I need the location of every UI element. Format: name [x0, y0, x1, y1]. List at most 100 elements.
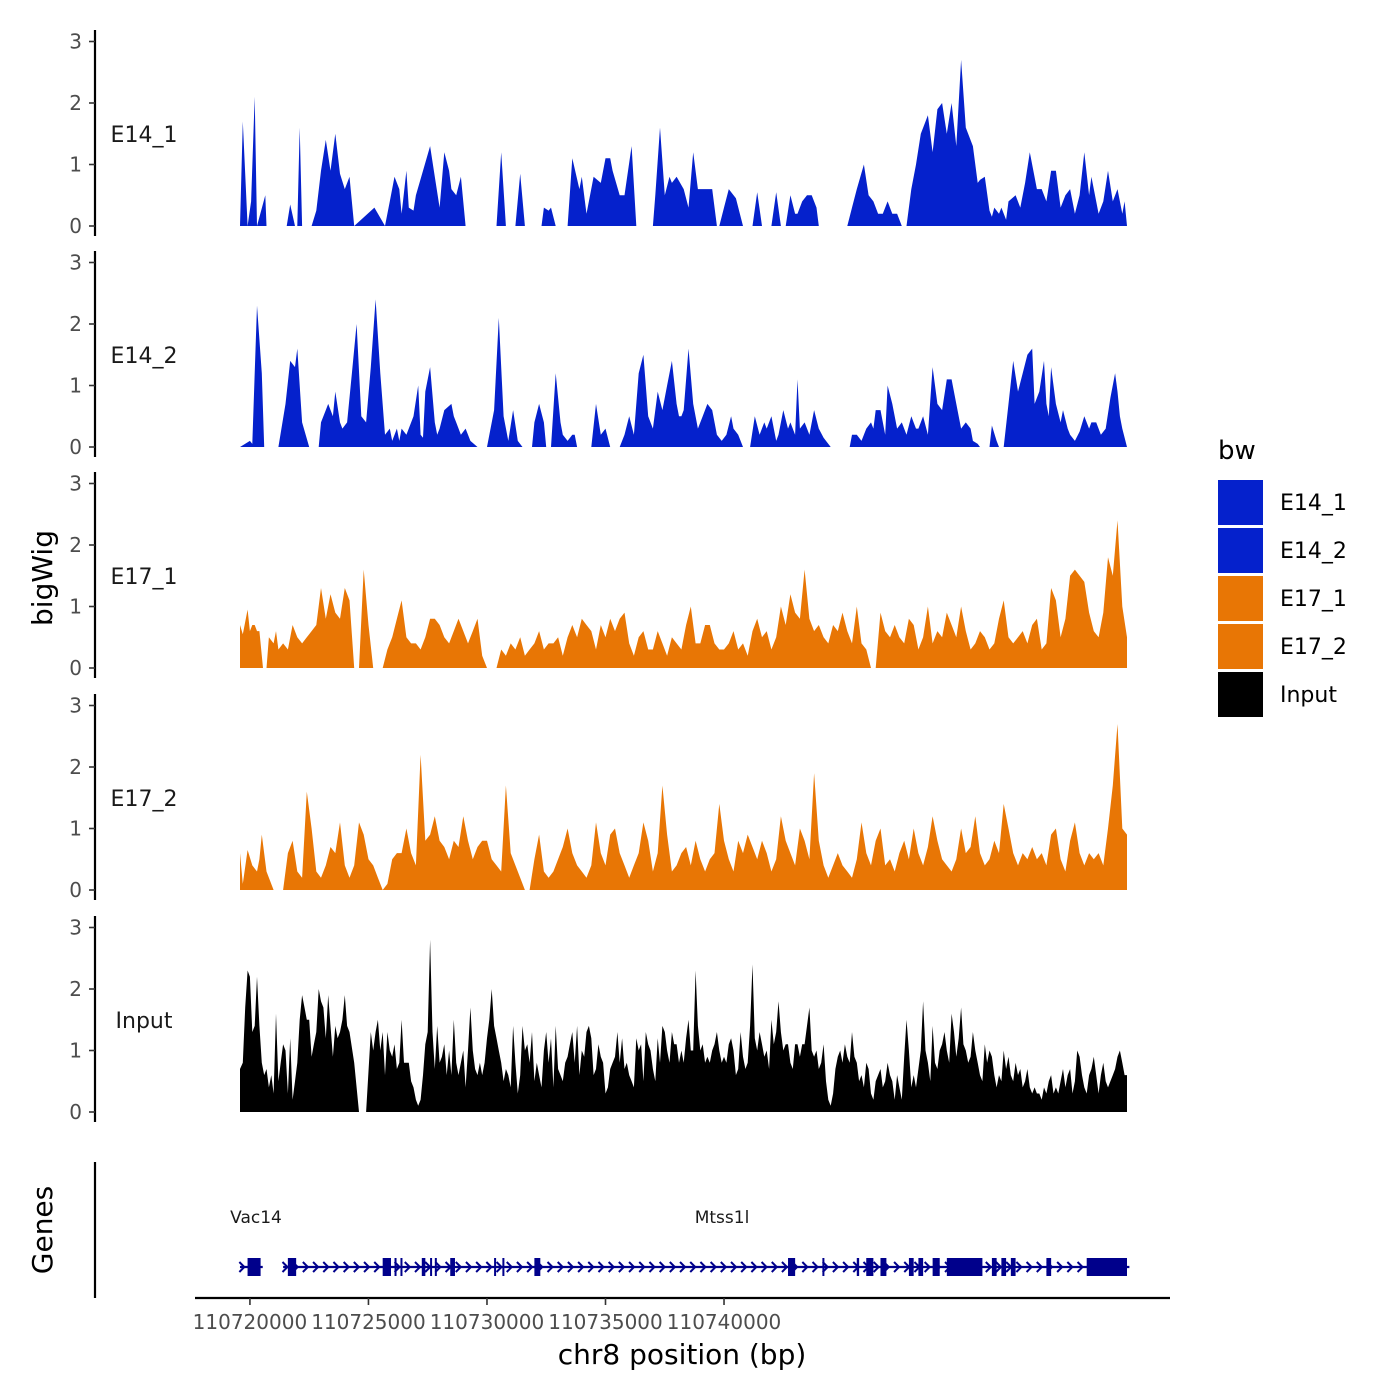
strand-arrow [801, 1261, 809, 1273]
y-tick-label: 2 [69, 755, 82, 779]
strand-arrow [781, 1261, 789, 1273]
strand-arrow [363, 1261, 371, 1273]
y-tick-label: 0 [69, 656, 82, 680]
strand-arrow [495, 1261, 503, 1273]
legend-swatch [1218, 528, 1263, 573]
strand-arrow [597, 1261, 605, 1273]
x-ticks: 110720000 110725000 110730000 110735000 1107… [193, 1298, 782, 1334]
strand-arrow [811, 1261, 819, 1273]
strand-arrow [709, 1261, 718, 1273]
y-tick-label: 0 [69, 878, 82, 902]
y-tick-label: 1 [69, 153, 82, 177]
x-tick-label: 110740000 [667, 1310, 782, 1334]
legend-label: E14_1 [1280, 491, 1347, 516]
track-label-e17_2: E17_2 [111, 787, 178, 812]
area-e14_2 [240, 299, 1127, 447]
strand-arrow [506, 1261, 514, 1273]
track-e14_2: 0 1 2 3 E14_2 [69, 251, 1127, 459]
strand-arrow [760, 1261, 768, 1273]
y-tick-label: 3 [69, 694, 82, 718]
strand-arrow [353, 1261, 361, 1273]
exon-block [856, 1258, 860, 1276]
tracks-group: 0 1 2 3 E14_1 0 1 2 3 E14_2 0 1 2 3 E17_1 0 1 2 3 E17_2 0 1 2 3… [69, 30, 1127, 1124]
exon-block [880, 1258, 887, 1276]
y-tick-label: 1 [69, 817, 82, 841]
genes-axis-title: Genes [26, 1186, 59, 1274]
strand-arrow [689, 1261, 697, 1273]
exon-block [400, 1258, 403, 1276]
track-input: 0 1 2 3 Input [69, 916, 1127, 1124]
strand-arrow [842, 1261, 850, 1273]
legend-title: bw [1218, 436, 1256, 466]
exon-block [430, 1258, 433, 1276]
legend-swatch [1218, 480, 1263, 525]
x-tick-label: 110730000 [430, 1310, 545, 1334]
gene-label-vac14: Vac14 [230, 1208, 282, 1228]
track-label-e14_2: E14_2 [111, 344, 178, 369]
track-e17_1: 0 1 2 3 E17_1 [69, 472, 1127, 680]
strand-arrow [607, 1261, 616, 1273]
y-tick-label: 1 [69, 595, 82, 619]
x-tick-label: 110720000 [193, 1310, 308, 1334]
strand-arrow [302, 1261, 310, 1273]
strand-arrow [281, 1261, 289, 1273]
exon-block [1001, 1258, 1007, 1276]
strand-arrow [618, 1261, 626, 1273]
exon-block [450, 1258, 455, 1276]
strand-arrow [872, 1261, 881, 1273]
legend: bw E14_1 E14_2 E17_1 E17_2 Input [1218, 436, 1347, 717]
strand-arrow [750, 1261, 758, 1273]
exon-block [534, 1258, 541, 1276]
x-tick-label: 110735000 [548, 1310, 663, 1334]
track-e17_2: 0 1 2 3 E17_2 [69, 694, 1127, 902]
y-tick-label: 3 [69, 472, 82, 496]
exon-block [788, 1258, 796, 1276]
track-label-input: Input [116, 1009, 173, 1034]
track-e14_1: 0 1 2 3 E14_1 [69, 30, 1127, 238]
legend-label: E14_2 [1280, 539, 1347, 564]
exon-block [946, 1258, 983, 1276]
strand-arrow [1015, 1261, 1023, 1273]
y-tick-label: 3 [69, 916, 82, 940]
strand-arrow [648, 1261, 656, 1273]
strand-arrow [771, 1261, 779, 1273]
strand-arrow [526, 1261, 534, 1273]
genes-panel: Genes Vac14 Mtss1l [26, 1162, 1130, 1298]
exon-block [1086, 1258, 1127, 1276]
strand-arrow [679, 1261, 687, 1273]
y-tick-label: 2 [69, 533, 82, 557]
exon-block [394, 1258, 397, 1276]
exon-block [287, 1258, 297, 1276]
y-tick-label: 3 [69, 30, 82, 54]
strand-arrow [342, 1261, 351, 1273]
strand-arrow [985, 1261, 993, 1273]
strand-arrow [414, 1261, 422, 1273]
legend-items: E14_1 E14_2 E17_1 E17_2 Input [1218, 480, 1347, 717]
strand-arrow [546, 1261, 554, 1273]
y-axis-title: bigWig [26, 530, 59, 626]
gene-model-vac14 [238, 1258, 263, 1276]
strand-arrow [730, 1261, 738, 1273]
strand-arrow [587, 1261, 595, 1273]
gene-models [238, 1258, 1130, 1276]
x-axis-title: chr8 position (bp) [558, 1338, 807, 1371]
strand-arrow [434, 1261, 442, 1273]
strand-arrow [1076, 1261, 1084, 1273]
y-tick-label: 2 [69, 977, 82, 1001]
exon-block [502, 1258, 505, 1276]
exon-block [247, 1258, 261, 1276]
strand-arrow [404, 1261, 412, 1273]
area-e14_1 [240, 59, 1127, 227]
strand-arrow [322, 1261, 330, 1273]
strand-arrow [1036, 1261, 1044, 1273]
gene-model-mtss1l [281, 1258, 1130, 1276]
strand-arrow [238, 1261, 246, 1273]
strand-arrow [832, 1261, 840, 1273]
strand-arrow [923, 1261, 932, 1273]
strand-arrow [465, 1261, 473, 1273]
legend-label: E17_2 [1280, 635, 1347, 660]
y-tick-label: 1 [69, 374, 82, 398]
strand-arrow [1025, 1261, 1033, 1273]
track-label-e14_1: E14_1 [111, 123, 178, 148]
